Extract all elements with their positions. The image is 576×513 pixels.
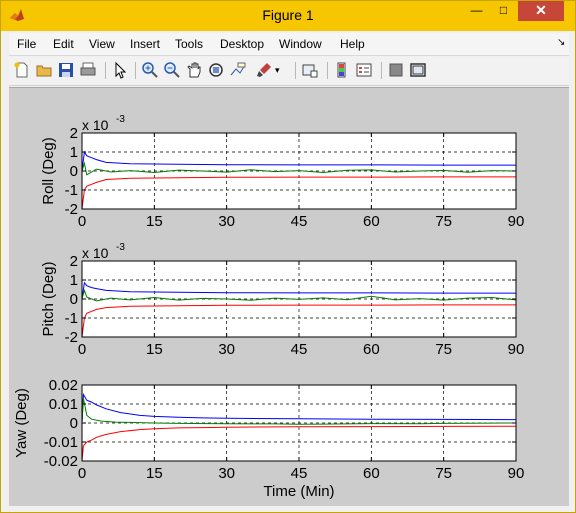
yaw-y-tick-label: 0.01 [49, 396, 78, 413]
window-title: Figure 1 [262, 7, 314, 23]
menu-desktop[interactable]: Desktop [220, 37, 265, 51]
close-button[interactable]: ✕ [518, 1, 564, 21]
pitch-y-axis-label: Pitch (Deg) [40, 261, 57, 336]
yaw-x-tick-label: 30 [218, 465, 235, 482]
print-icon[interactable] [79, 61, 97, 79]
yaw-x-tick-label: 0 [78, 465, 86, 482]
roll-series-1 [81, 161, 517, 176]
show-tools-icon[interactable] [409, 61, 427, 79]
pitch-x-tick-label: 60 [363, 341, 380, 358]
roll-y-tick-label: 0 [70, 163, 78, 180]
roll-y-tick-label: -1 [65, 182, 78, 199]
link-plot-icon[interactable] [301, 61, 319, 79]
new-figure-icon[interactable] [13, 61, 31, 79]
colorbar-icon[interactable] [333, 61, 351, 79]
legend-icon[interactable] [355, 61, 373, 79]
pitch-y-tick-label: -2 [65, 329, 78, 346]
brush-icon[interactable] [255, 61, 273, 79]
title-bar[interactable]: Figure 1 — □ ✕ [1, 1, 575, 31]
pitch-x-tick-label: 75 [435, 341, 452, 358]
roll-x-tick-label: 30 [218, 213, 235, 230]
pointer-icon[interactable] [111, 61, 129, 79]
roll-x-tick-label: 45 [291, 213, 308, 230]
yaw-series-2 [81, 425, 517, 462]
pitch-y-tick-label: 2 [70, 253, 78, 270]
yaw-x-tick-label: 75 [435, 465, 452, 482]
pitch-series-2 [81, 304, 516, 338]
yaw-y-tick-label: 0 [70, 415, 78, 432]
pitch-x-tick-label: 30 [218, 341, 235, 358]
yaw-y-tick-label: 0.02 [49, 377, 78, 394]
menu-window[interactable]: Window [279, 37, 322, 51]
yaw-y-tick-label: -0.01 [44, 434, 78, 451]
roll-exponent-multiplier: x 10 [82, 117, 109, 133]
menu-file[interactable]: File [17, 37, 37, 51]
pitch-y-tick-label: 1 [70, 272, 78, 289]
roll-series-0 [81, 150, 516, 172]
roll-x-tick-label: 90 [508, 213, 525, 230]
menu-help[interactable]: Help [340, 37, 365, 51]
roll-y-tick-label: 1 [70, 144, 78, 161]
roll-exponent-power: -3 [116, 114, 125, 125]
pitch-x-tick-label: 15 [146, 341, 163, 358]
toolbar-separator [295, 62, 296, 79]
rotate-icon[interactable] [207, 61, 225, 79]
pitch-series-0 [81, 281, 516, 300]
roll-x-tick-label: 75 [435, 213, 452, 230]
brush-dropdown-icon[interactable]: ▾ [275, 65, 280, 75]
roll-series-2 [81, 176, 516, 210]
pitch-exponent-multiplier: x 10 [82, 245, 109, 261]
menu-insert[interactable]: Insert [130, 37, 161, 51]
pan-icon[interactable] [185, 61, 203, 79]
dock-arrow-icon[interactable]: ↘ [557, 37, 566, 48]
roll-y-axis-label: Roll (Deg) [40, 137, 57, 205]
yaw-y-axis-label: Yaw (Deg) [13, 388, 30, 458]
toolbar: ▾ [9, 57, 569, 86]
pitch-series-1 [81, 288, 517, 302]
yaw-x-tick-label: 45 [291, 465, 308, 482]
menu-bar: File Edit View Insert Tools Desktop Wind… [9, 33, 569, 56]
roll-x-tick-label: 15 [146, 213, 163, 230]
yaw-y-tick-label: -0.02 [44, 453, 78, 470]
menu-edit[interactable]: Edit [53, 37, 74, 51]
roll-x-tick-label: 60 [363, 213, 380, 230]
yaw-series-1 [81, 398, 517, 425]
hide-tools-icon[interactable] [387, 61, 405, 79]
yaw-x-tick-label: 60 [363, 465, 380, 482]
roll-y-tick-label: -2 [65, 201, 78, 218]
yaw-x-tick-label: 90 [508, 465, 525, 482]
roll-x-tick-label: 0 [78, 213, 86, 230]
menu-view[interactable]: View [89, 37, 115, 51]
menu-tools[interactable]: Tools [175, 37, 204, 51]
toolbar-separator [105, 62, 106, 79]
matlab-icon [10, 9, 24, 21]
pitch-exponent-power: -3 [116, 242, 125, 253]
pitch-y-tick-label: -1 [65, 310, 78, 327]
yaw-series-0 [81, 392, 517, 424]
figure-canvas[interactable]: 0 15 30 45 60 75 90 2 1 0 -1 -2 x 10 -3 Roll (Deg) 0 15 3… [9, 87, 569, 506]
zoom-in-icon[interactable] [141, 61, 159, 79]
pitch-x-tick-label: 45 [291, 341, 308, 358]
data-cursor-icon[interactable] [229, 61, 247, 79]
open-icon[interactable] [35, 61, 53, 79]
pitch-x-tick-label: 0 [78, 341, 86, 358]
maximize-button[interactable]: □ [499, 3, 508, 17]
pitch-y-tick-label: 0 [70, 291, 78, 308]
yaw-x-tick-label: 15 [146, 465, 163, 482]
toolbar-separator [135, 62, 136, 79]
minimize-button[interactable]: — [470, 3, 483, 17]
roll-y-tick-label: 2 [70, 125, 78, 142]
zoom-out-icon[interactable] [163, 61, 181, 79]
save-icon[interactable] [57, 61, 75, 79]
toolbar-separator [327, 62, 328, 79]
toolbar-separator [381, 62, 382, 79]
yaw-x-axis-label: Time (Min) [263, 483, 334, 500]
pitch-x-tick-label: 90 [508, 341, 525, 358]
